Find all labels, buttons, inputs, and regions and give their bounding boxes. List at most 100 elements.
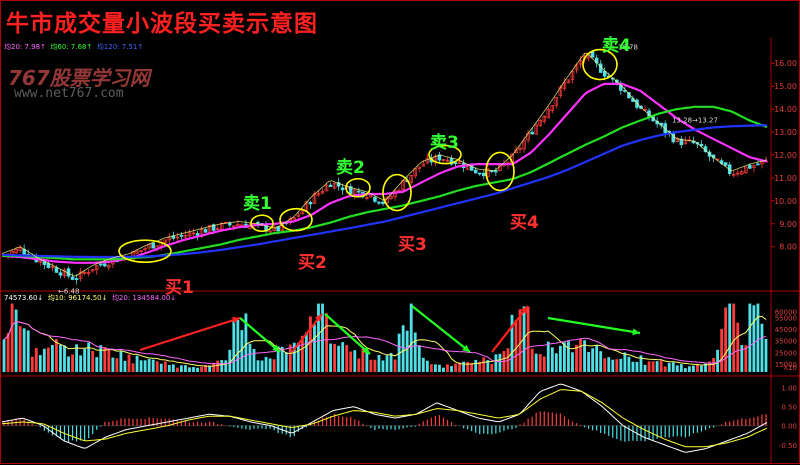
volume-bar [345,345,349,372]
volume-bar [313,324,316,372]
trend-arrow-head [362,346,370,354]
volume-bar [651,361,655,372]
volume-bar [83,348,87,372]
volume-bar [10,303,14,372]
volume-bar [587,351,591,372]
osc-line-oscillator_dif [1,383,768,453]
buy-signal-2: 买2 [298,253,327,273]
ma-line-均120 [1,124,768,259]
candle-body [320,191,325,194]
volume-bar [442,367,445,372]
trend-arrow-line [324,313,371,355]
candle-body [107,264,111,268]
volume-bar [260,360,264,372]
volume-bar [538,353,542,372]
watermark-logo: 767股票学习网 [8,66,150,90]
legend-ma120: 均120: 7.51↑ [96,43,144,51]
candle-body [357,190,361,193]
trend-arrow-line [411,305,471,353]
volume-bar [498,353,502,372]
volume-bar [34,348,38,372]
trend-arrow-head [520,306,528,314]
volume-bar [159,363,163,372]
volume-bar [244,313,248,372]
volume-bar [99,345,103,372]
price-tick-label: 11.00 [774,174,797,183]
volume-scale-label: X10 [783,364,797,372]
volume-bar [603,358,607,372]
volume-bar [179,365,183,372]
legend-vol-ma10: 均10: 96174.50↓ [47,294,108,302]
candle-body [534,124,538,135]
osc-tick-label: 0.00 [781,423,797,431]
osc-tick-label: 1.00 [781,385,797,393]
trend-arrow-line [139,316,241,352]
volume-bar [232,320,236,372]
sell-signal-3: 卖3 [430,133,459,153]
volume-bar [623,352,627,372]
candle-body [449,158,454,165]
candle-body [50,266,55,269]
candle-body [477,172,482,175]
volume-bar [377,354,381,372]
volume-bar [740,345,744,372]
candle-body [675,138,680,143]
trend-arrow-head [272,344,280,352]
legend-ma60: 均60: 7.68↑ [50,43,93,51]
candle-body [550,105,555,111]
volume-bar [433,364,437,372]
volume-bar [732,303,736,372]
candle-body [99,263,103,266]
candle-body [207,224,212,233]
candle-body [740,171,744,175]
volume-bar [514,319,518,372]
volume-bar [534,353,538,372]
candle-body [82,271,87,274]
volume-bar [748,303,752,372]
candle-body [147,244,151,249]
volume-bar [252,348,256,372]
volume-bar [147,358,151,372]
volume-bar [292,342,296,372]
candle-body [348,186,353,195]
volume-bar [309,316,312,372]
volume-bar [204,364,208,372]
volume-bar [417,345,421,372]
candle-body [143,248,147,250]
volume-bar [546,341,550,372]
trend-arrow-line [491,305,529,353]
volume-bar [127,354,131,372]
volume-bar [18,326,22,372]
volume-bar [708,361,711,372]
volume-bar [87,342,91,372]
candle-body [163,239,168,243]
candle-body [256,221,260,224]
volume-bar [554,353,558,372]
candle-body [365,197,369,199]
volume-bar [615,359,619,372]
candle-body [457,161,462,165]
volume-bar [421,357,425,372]
signal-rings [118,48,618,263]
price-tick-label: 15.00 [774,82,797,91]
ma-line-均20 [1,82,768,264]
volume-bar [696,363,699,372]
volume-bar [683,368,687,372]
volume-bar [95,357,99,372]
volume-bar [744,345,748,372]
volume-bar [438,364,441,372]
volume-bar [276,346,280,372]
volume-bar [38,355,42,372]
volume-bar [579,338,582,372]
candle-body [518,147,522,150]
volume-bar [135,355,139,372]
volume-bar [389,353,393,372]
candle-body [353,189,357,195]
candle-body [473,169,478,174]
candle-body [385,197,389,204]
watermark-url: www.net767.com [14,86,124,101]
volume-ma-line [3,320,767,365]
volume-bar [67,356,70,372]
volume-bar [91,351,95,372]
candle-body [228,222,232,226]
